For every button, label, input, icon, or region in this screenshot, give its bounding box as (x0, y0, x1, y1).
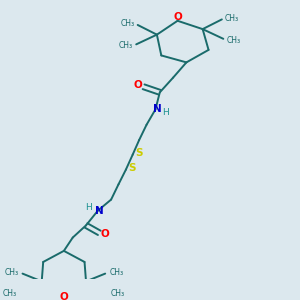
Text: CH₃: CH₃ (110, 268, 124, 277)
Text: CH₃: CH₃ (226, 36, 241, 45)
Text: N: N (152, 104, 161, 115)
Text: O: O (133, 80, 142, 90)
Text: O: O (59, 292, 68, 300)
Text: H: H (85, 203, 92, 212)
Text: O: O (101, 229, 110, 239)
Text: CH₃: CH₃ (119, 41, 133, 50)
Text: CH₃: CH₃ (225, 14, 239, 22)
Text: N: N (95, 206, 104, 216)
Text: H: H (162, 108, 169, 117)
Text: S: S (129, 163, 136, 173)
Text: CH₃: CH₃ (4, 268, 18, 277)
Text: O: O (173, 13, 182, 22)
Text: S: S (135, 148, 143, 158)
Text: CH₃: CH₃ (111, 289, 125, 298)
Text: CH₃: CH₃ (120, 19, 134, 28)
Text: CH₃: CH₃ (3, 289, 17, 298)
